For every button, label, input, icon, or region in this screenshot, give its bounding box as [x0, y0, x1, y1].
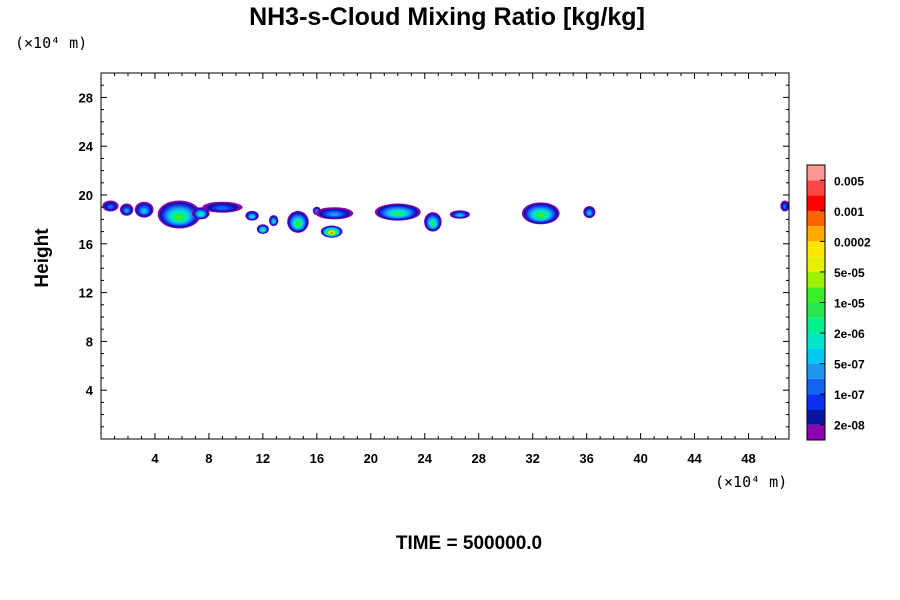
y-tick-label: 24	[79, 139, 94, 154]
cloud-contour	[330, 232, 333, 234]
colorbar-label: 1e-05	[834, 297, 865, 311]
cloud-patch-9	[287, 210, 309, 233]
colorbar-swatch	[807, 226, 825, 242]
colorbar-label: 2e-06	[834, 327, 865, 341]
x-unit-label: (×10⁴ m)	[715, 473, 787, 491]
y-tick-label: 28	[79, 90, 93, 105]
colorbar-swatch	[807, 409, 825, 425]
cloud-contour	[783, 205, 787, 209]
colorbar-swatch	[807, 317, 825, 334]
colorbar-label: 2e-08	[834, 419, 865, 433]
plot-frame	[100, 72, 790, 440]
y-tick-label: 12	[79, 286, 93, 301]
x-tick-label: 36	[579, 451, 593, 466]
colorbar-swatch	[807, 256, 825, 272]
colorbar-label: 0.001	[834, 205, 864, 219]
cloud-patch-2	[134, 201, 154, 218]
cloud-contour	[261, 229, 264, 231]
cloud-patch-8	[268, 215, 279, 227]
x-tick-label: 28	[471, 451, 485, 466]
colorbar-swatch	[807, 348, 825, 364]
y-tick-label: 8	[86, 334, 93, 349]
cloud-contour	[142, 209, 147, 213]
cloud-contour	[199, 213, 203, 216]
colorbar-swatch	[807, 424, 825, 440]
cloud-contour	[538, 214, 544, 218]
cloud-patch-0	[102, 200, 119, 212]
colorbar-label: 0.005	[834, 174, 864, 188]
cloud-patch-5	[202, 201, 243, 213]
x-tick-label: 8	[205, 451, 212, 466]
cloud-patch-3	[157, 200, 201, 229]
colorbar-swatch	[807, 180, 825, 196]
x-tick-label: 4	[151, 451, 159, 466]
cloud-contour	[176, 215, 183, 220]
colorbar-swatch	[807, 165, 825, 181]
colorbar-label: 5e-07	[834, 358, 865, 372]
colorbar-swatch	[807, 333, 825, 349]
cloud-contour	[394, 212, 402, 216]
colorbar-swatch	[807, 271, 825, 288]
x-tick-label: 16	[310, 451, 324, 466]
cloud-layer	[102, 200, 790, 238]
cloud-patch-6	[245, 210, 259, 221]
x-tick-label: 24	[418, 451, 433, 466]
cloud-contour	[588, 211, 591, 215]
cloud-patch-15	[449, 210, 470, 219]
colorbar-swatch	[807, 378, 825, 395]
x-tick-label: 44	[687, 451, 702, 466]
cloud-patch-18	[780, 200, 790, 212]
cloud-patch-16	[521, 202, 560, 225]
colorbar-swatch	[807, 241, 825, 257]
cloud-contour	[215, 206, 229, 210]
cloud-contour	[107, 205, 114, 209]
colorbar: 2e-08 1e-07 5e-07 2e-06 1e-05 5e-05 0.0002 0.00…	[806, 164, 871, 441]
colorbar-swatch	[807, 195, 825, 211]
cloud-contour	[431, 222, 435, 226]
cloud-patch-4	[192, 207, 210, 220]
cloud-contour	[250, 215, 254, 218]
plot-background	[101, 73, 789, 439]
cloud-patch-17	[583, 205, 596, 219]
cloud-patch-13	[374, 203, 421, 221]
x-tick-label: 32	[525, 451, 539, 466]
colorbar-swatch	[807, 287, 825, 303]
y-axis-label: Height	[32, 228, 53, 288]
colorbar-swatch	[807, 210, 825, 227]
x-tick-label: 48	[741, 451, 755, 466]
y-unit-label: (×10⁴ m)	[15, 34, 87, 52]
cloud-patch-7	[256, 224, 269, 235]
cloud-contour	[296, 222, 300, 226]
cloud-patch-14	[424, 212, 442, 232]
cloud-patch-12	[320, 225, 343, 238]
colorbar-swatch	[807, 394, 825, 410]
cloud-contour	[272, 220, 275, 223]
chart-title: NH3-s-Cloud Mixing Ratio [kg/kg]	[249, 3, 645, 31]
colorbar-swatch	[807, 363, 825, 379]
colorbar-label: 5e-05	[834, 266, 865, 280]
y-tick-label: 16	[79, 237, 93, 252]
x-tick-label: 12	[256, 451, 270, 466]
cloud-contour	[457, 214, 463, 217]
x-tick-label: 40	[633, 451, 647, 466]
time-label: TIME = 500000.0	[396, 533, 542, 554]
y-tick-label: 20	[79, 188, 93, 203]
colorbar-swatch	[807, 302, 825, 318]
cloud-contour	[124, 209, 129, 213]
cloud-patch-1	[119, 203, 134, 216]
cloud-patch-11	[315, 207, 354, 220]
x-tick-label: 20	[364, 451, 378, 466]
colorbar-label: 1e-07	[834, 388, 865, 402]
y-tick-label: 4	[86, 383, 94, 398]
cloud-contour	[329, 212, 340, 217]
colorbar-label: 0.0002	[834, 235, 871, 249]
